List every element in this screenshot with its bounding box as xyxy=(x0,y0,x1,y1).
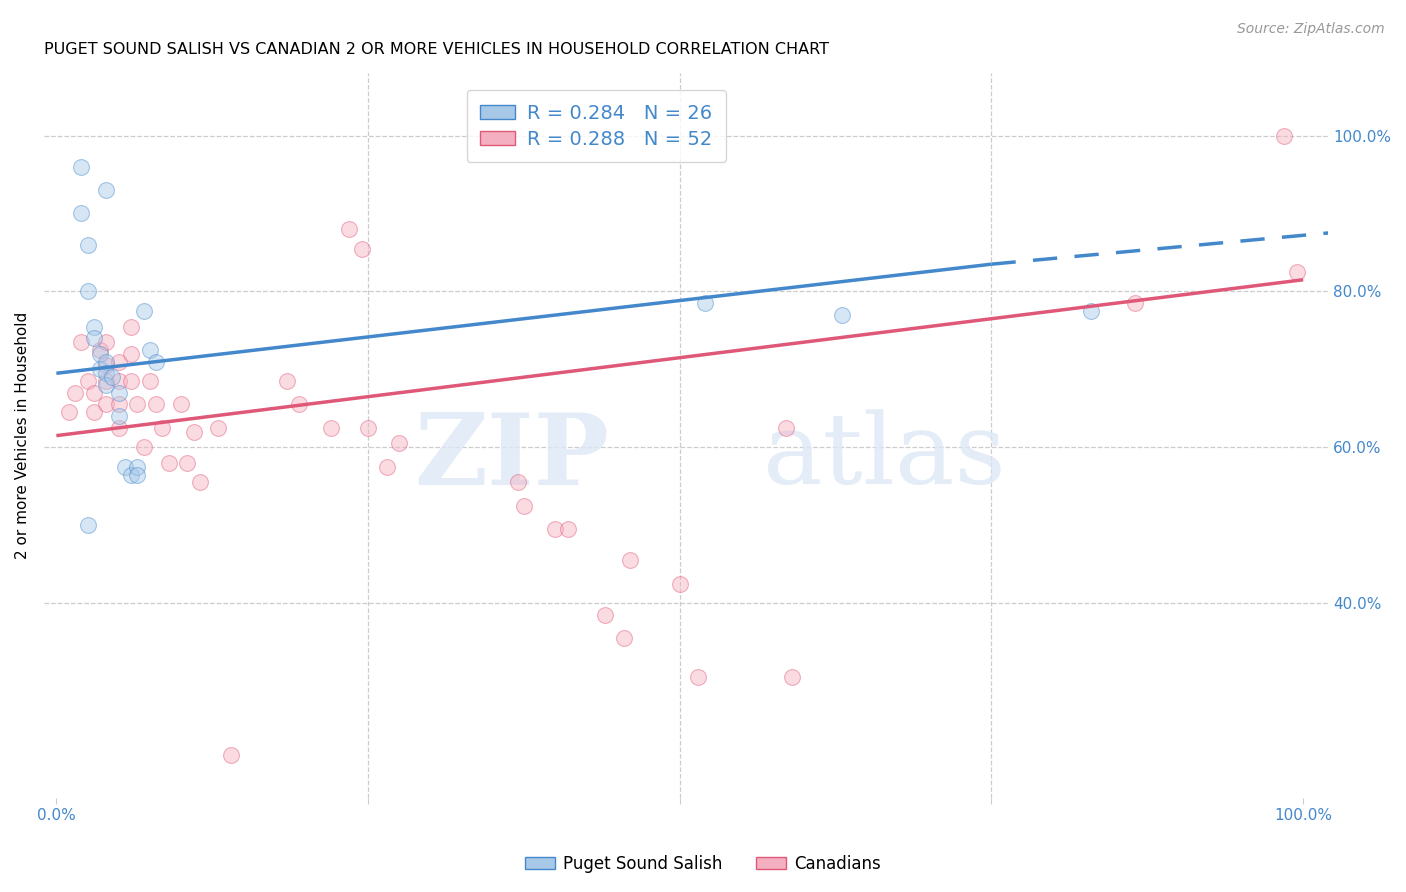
Point xyxy=(219,748,242,763)
Point xyxy=(63,385,86,400)
Point xyxy=(139,343,162,357)
Point xyxy=(1123,296,1146,310)
Point xyxy=(96,183,118,197)
Point xyxy=(83,405,105,419)
Point xyxy=(107,374,129,388)
Text: atlas: atlas xyxy=(763,409,1005,505)
Point xyxy=(188,475,211,490)
Point xyxy=(83,331,105,345)
Point xyxy=(150,421,173,435)
Point xyxy=(319,421,342,435)
Point xyxy=(120,319,142,334)
Point xyxy=(83,385,105,400)
Point xyxy=(114,459,136,474)
Point xyxy=(76,518,98,533)
Point xyxy=(288,397,311,411)
Point xyxy=(350,242,373,256)
Legend: R = 0.284   N = 26, R = 0.288   N = 52: R = 0.284 N = 26, R = 0.288 N = 52 xyxy=(467,90,725,162)
Point xyxy=(1274,128,1296,143)
Point xyxy=(83,319,105,334)
Point xyxy=(780,670,803,684)
Point xyxy=(96,335,118,350)
Point xyxy=(107,409,129,424)
Point xyxy=(107,421,129,435)
Point xyxy=(96,397,118,411)
Point xyxy=(831,308,853,322)
Point xyxy=(557,522,579,536)
Point xyxy=(76,374,98,388)
Point xyxy=(96,354,118,368)
Point xyxy=(96,378,118,392)
Point xyxy=(76,285,98,299)
Point xyxy=(127,467,149,482)
Point xyxy=(207,421,229,435)
Point xyxy=(513,499,536,513)
Point xyxy=(775,421,797,435)
Point xyxy=(619,553,641,567)
Point xyxy=(96,374,118,388)
Y-axis label: 2 or more Vehicles in Household: 2 or more Vehicles in Household xyxy=(15,312,30,559)
Point xyxy=(127,397,149,411)
Point xyxy=(132,304,155,318)
Point xyxy=(107,385,129,400)
Point xyxy=(89,347,111,361)
Point xyxy=(107,354,129,368)
Point xyxy=(145,397,167,411)
Point xyxy=(1285,265,1308,279)
Text: PUGET SOUND SALISH VS CANADIAN 2 OR MORE VEHICLES IN HOUSEHOLD CORRELATION CHART: PUGET SOUND SALISH VS CANADIAN 2 OR MORE… xyxy=(44,42,830,57)
Point xyxy=(668,576,690,591)
Point xyxy=(96,366,118,380)
Point xyxy=(120,347,142,361)
Point xyxy=(107,397,129,411)
Point xyxy=(544,522,567,536)
Point xyxy=(337,222,360,236)
Point xyxy=(89,362,111,376)
Point xyxy=(276,374,298,388)
Point xyxy=(76,237,98,252)
Point xyxy=(506,475,529,490)
Point xyxy=(70,160,93,174)
Point xyxy=(613,632,636,646)
Point xyxy=(89,343,111,357)
Point xyxy=(101,370,124,384)
Point xyxy=(127,459,149,474)
Point xyxy=(693,296,716,310)
Point xyxy=(120,467,142,482)
Point xyxy=(176,456,198,470)
Point xyxy=(1080,304,1102,318)
Point xyxy=(145,354,167,368)
Point xyxy=(70,335,93,350)
Point xyxy=(375,459,398,474)
Point xyxy=(139,374,162,388)
Point xyxy=(157,456,180,470)
Point xyxy=(132,440,155,454)
Text: ZIP: ZIP xyxy=(415,409,609,506)
Point xyxy=(170,397,193,411)
Text: Source: ZipAtlas.com: Source: ZipAtlas.com xyxy=(1237,22,1385,37)
Legend: Puget Sound Salish, Canadians: Puget Sound Salish, Canadians xyxy=(519,848,887,880)
Point xyxy=(183,425,205,439)
Point xyxy=(58,405,80,419)
Point xyxy=(357,421,380,435)
Point xyxy=(70,206,93,220)
Point xyxy=(96,359,118,373)
Point xyxy=(593,607,616,622)
Point xyxy=(688,670,710,684)
Point xyxy=(388,436,411,450)
Point xyxy=(120,374,142,388)
